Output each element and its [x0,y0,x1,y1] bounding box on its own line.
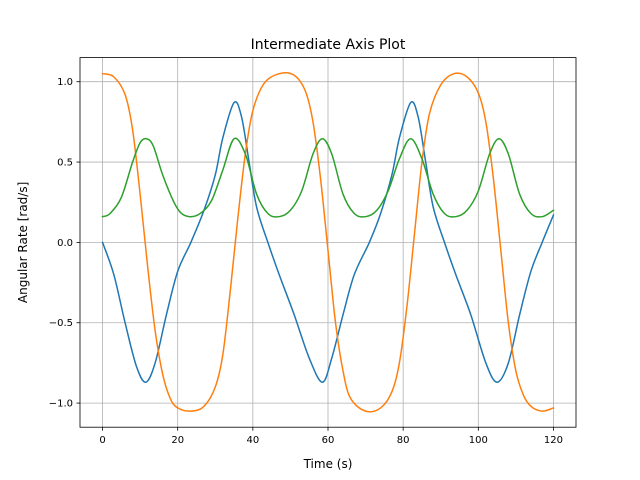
series-layer [101,72,555,413]
series-line-2 [101,72,555,413]
x-tick-label: 120 [544,435,563,446]
grid [80,57,576,428]
chart-title: Intermediate Axis Plot [251,37,406,53]
x-tick-label: 100 [469,435,488,446]
ticks: 0 20 40 60 80 100 120 −1.0 −0.5 0.0 0.5 1.0 [49,77,563,446]
x-tick-label: 40 [246,435,259,446]
x-tick-label: 80 [397,435,410,446]
y-tick-label: 0.5 [57,158,73,169]
y-tick-label: 1.0 [57,77,73,88]
x-tick-label: 0 [99,435,105,446]
x-tick-label: 20 [171,435,184,446]
y-tick-label: 0.0 [57,238,73,249]
x-axis-label: Time (s) [303,457,353,471]
series-line-1 [101,101,555,383]
y-tick-label: −1.0 [49,399,73,410]
y-tick-label: −0.5 [49,318,73,329]
series-line-3 [101,137,555,218]
x-tick-label: 60 [322,435,335,446]
y-axis-label: Angular Rate [rad/s] [16,182,30,303]
